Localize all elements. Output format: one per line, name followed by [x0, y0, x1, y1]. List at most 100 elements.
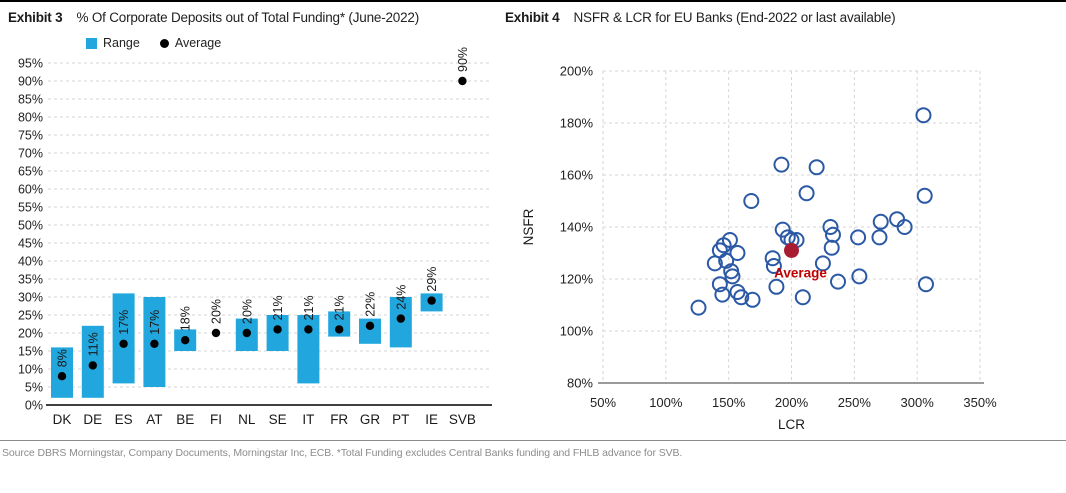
x-tick-label: 250%	[838, 395, 872, 410]
y-tick-label: 180%	[560, 116, 594, 131]
average-dots	[57, 76, 467, 381]
y-tick-label: 65%	[18, 165, 43, 179]
exhibit3-title: % Of Corporate Deposits out of Total Fun…	[76, 10, 420, 25]
average-dot-AT	[150, 339, 159, 348]
y-tick-label: 60%	[18, 183, 43, 197]
scatter-point	[814, 255, 831, 272]
exhibit3-label: Exhibit 3	[8, 10, 63, 25]
category-axis-labels: DK DE ES AT BE FI NL SE IT FR GR PT IE SVB	[53, 412, 476, 427]
scatter-point	[733, 289, 750, 306]
average-dot-FR	[335, 325, 344, 334]
range-bar-ES	[112, 293, 135, 384]
y-tick-label: 15%	[18, 345, 43, 359]
scatter-point	[822, 219, 839, 235]
average-point	[784, 242, 800, 258]
y-axis-ticks: 80% 100% 120% 140% 160% 180% 200%	[560, 64, 594, 391]
scatter-point	[915, 107, 932, 124]
value-label-NL: 20%	[240, 299, 254, 324]
x-tick-label: 350%	[963, 395, 997, 410]
scatter-point	[889, 211, 906, 228]
scatter-point	[871, 229, 888, 246]
y-tick-label: 160%	[560, 168, 594, 183]
scatter-point	[711, 276, 728, 293]
scatter-point	[690, 299, 707, 316]
range-bar-GR	[359, 318, 381, 344]
y-axis-title: NSFR	[521, 208, 536, 245]
y-tick-label: 95%	[18, 57, 43, 71]
scatter-point	[774, 221, 791, 238]
scatter-point	[724, 268, 741, 285]
y-tick-label: 120%	[560, 272, 594, 287]
y-tick-label: 200%	[560, 64, 594, 79]
scatter-point	[765, 258, 782, 274]
scatter-point	[794, 289, 811, 306]
x-tick-label: 150%	[712, 395, 746, 410]
x-axis-ticks: 50% 100% 150% 200% 250% 300% 350%	[590, 395, 997, 410]
scatter-points	[690, 107, 934, 316]
y-tick-label: 45%	[18, 237, 43, 251]
value-label-SVB: 90%	[456, 47, 470, 72]
exhibit4-title: NSFR & LCR for EU Banks (End-2022 or las…	[573, 10, 896, 25]
scatter-point	[850, 229, 867, 246]
value-label-FI: 20%	[210, 299, 224, 324]
average-dot-NL	[242, 328, 251, 338]
source-note: Source DBRS Morningstar, Company Documen…	[2, 447, 683, 459]
corporate-deposits-range-chart: 0% 5% 10% 15% 20% 25% 30% 35% 40% 45% 50% 55% 60% 65%…	[18, 47, 492, 427]
y-tick-label: 85%	[18, 93, 43, 107]
y-tick-label: 80%	[567, 376, 593, 391]
x-tick-label: 200%	[775, 395, 809, 410]
value-label-IT: 21%	[302, 295, 316, 320]
scatter-point	[729, 245, 746, 261]
y-tick-label: 20%	[18, 327, 43, 341]
category-label-FR: FR	[330, 412, 348, 427]
category-label-GR: GR	[360, 412, 381, 427]
scatter-point	[830, 273, 847, 290]
category-label-SVB: SVB	[449, 412, 476, 427]
average-dot-SVB	[458, 76, 467, 86]
scatter-point	[916, 187, 933, 204]
x-tick-label: 100%	[649, 395, 683, 410]
average-dot-GR	[365, 321, 375, 330]
exhibit3-header: Exhibit 3 % Of Corporate Deposits out of…	[8, 10, 419, 25]
range-bar-IT	[297, 315, 320, 384]
y-tick-label: 55%	[18, 201, 43, 215]
category-label-AT: AT	[146, 412, 162, 427]
y-tick-label: 90%	[18, 75, 43, 89]
y-tick-label: 30%	[18, 291, 43, 305]
value-label-ES: 17%	[117, 310, 131, 335]
range-swatch-icon	[86, 37, 97, 49]
range-bar-FR	[328, 311, 351, 337]
scatter-point	[798, 185, 815, 202]
average-dot-SE	[273, 325, 282, 334]
nsfr-lcr-scatter-chart: 50% 100% 150% 200% 250% 300% 350% 80% 100% 120% 14…	[521, 64, 997, 433]
value-labels: 8% 11% 17% 17% 18% 20% 20% 21% 21% 21% 22% 24% 29% 90…	[56, 47, 470, 367]
scatter-point	[872, 213, 889, 230]
legend-average-label: Average	[174, 36, 222, 50]
category-label-SE: SE	[269, 412, 287, 427]
value-label-PT: 24%	[394, 285, 408, 310]
top-border-rule	[0, 0, 1066, 2]
legend-item-range: Range	[86, 36, 140, 50]
footer-rule	[0, 440, 1066, 441]
average-dot-IE	[427, 296, 436, 305]
category-label-DE: DE	[83, 412, 102, 427]
scatter-point	[824, 226, 841, 243]
average-dot-BE	[181, 336, 190, 345]
category-label-ES: ES	[115, 412, 133, 427]
y-tick-label: 75%	[18, 129, 43, 143]
value-label-FR: 21%	[333, 295, 347, 320]
y-tick-label: 80%	[18, 111, 43, 125]
y-tick-label: 70%	[18, 147, 43, 161]
value-label-SE: 21%	[271, 295, 285, 320]
category-label-IT: IT	[302, 412, 314, 427]
y-tick-label: 100%	[560, 324, 594, 339]
y-tick-label: 40%	[18, 255, 43, 269]
exhibit3-legend: Range Average	[86, 36, 221, 50]
scatter-point	[706, 255, 723, 272]
x-tick-label: 50%	[590, 395, 616, 410]
scatter-point	[808, 159, 825, 176]
scatter-point	[823, 239, 840, 256]
category-label-PT: PT	[392, 412, 409, 427]
scatter-point	[714, 286, 731, 303]
